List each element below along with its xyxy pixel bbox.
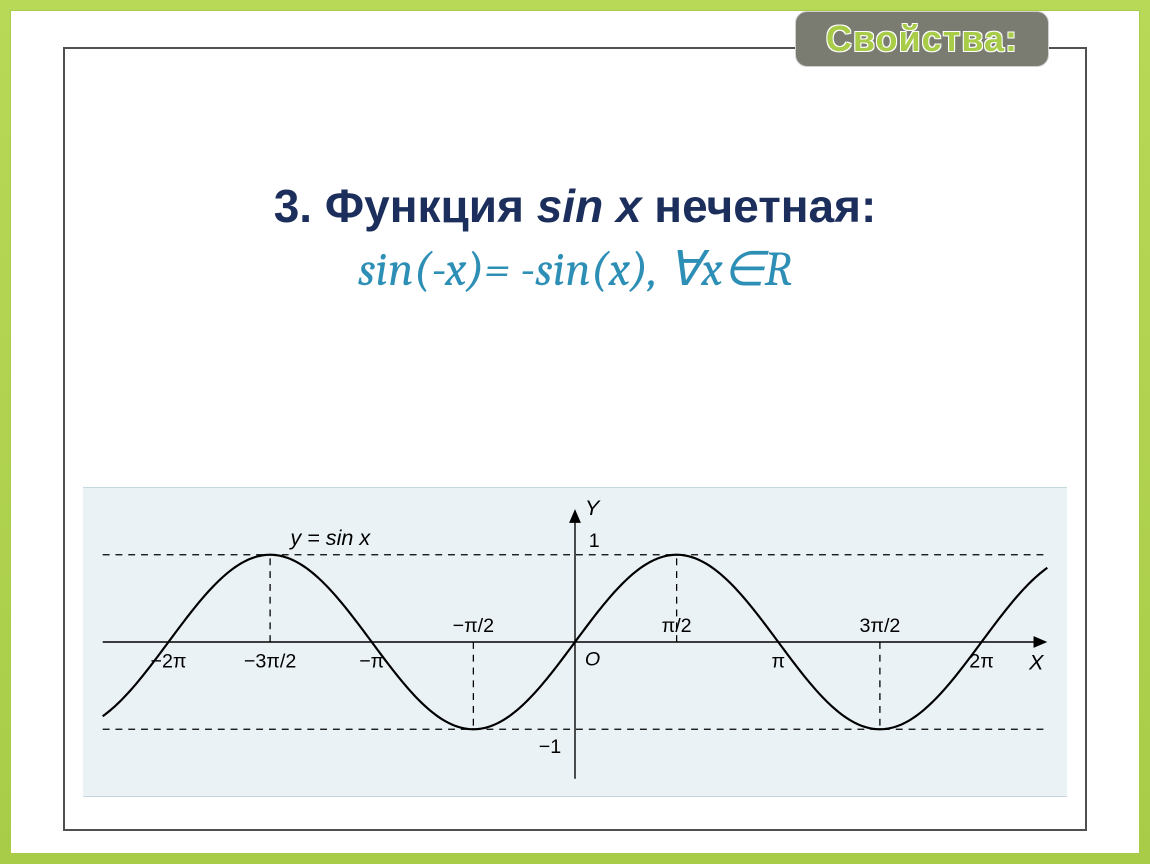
svg-text:1: 1 <box>589 530 600 552</box>
svg-text:−3π/2: −3π/2 <box>244 651 296 673</box>
svg-text:3π/2: 3π/2 <box>859 615 900 637</box>
svg-text:y = sin x: y = sin x <box>288 525 371 550</box>
title-suffix: нечетная: <box>642 180 877 232</box>
svg-text:O: O <box>585 649 600 671</box>
formula: sin(-x)= -sin(x), ∀x∈R <box>65 241 1085 297</box>
svg-text:π/2: π/2 <box>662 615 692 637</box>
svg-text:−2π: −2π <box>150 651 186 673</box>
slide: Свойства: 3. Функция sin x нечетная: sin… <box>10 10 1140 854</box>
title-prefix: 3. Функция <box>274 180 537 232</box>
svg-text:2π: 2π <box>969 651 994 673</box>
sine-chart: Y X O 1 −1 −2π −3π/2 −π π 2π −π/2 π/2 3π/2 y = sin x <box>83 487 1067 797</box>
title-block: 3. Функция sin x нечетная: sin(-x)= -sin… <box>65 179 1085 297</box>
sine-svg: Y X O 1 −1 −2π −3π/2 −π π 2π −π/2 π/2 3π/2 y = sin x <box>83 488 1067 796</box>
content-frame: 3. Функция sin x нечетная: sin(-x)= -sin… <box>63 47 1087 831</box>
badge-label: Свойства: <box>826 18 1018 59</box>
svg-text:π: π <box>771 651 785 673</box>
svg-text:−π/2: −π/2 <box>453 615 494 637</box>
title-line: 3. Функция sin x нечетная: <box>65 179 1085 233</box>
svg-text:Y: Y <box>585 495 601 520</box>
svg-text:−1: −1 <box>539 736 561 758</box>
svg-text:X: X <box>1028 650 1045 675</box>
properties-badge: Свойства: <box>795 11 1049 67</box>
title-italic: sin x <box>537 180 642 232</box>
svg-text:−π: −π <box>359 651 384 673</box>
